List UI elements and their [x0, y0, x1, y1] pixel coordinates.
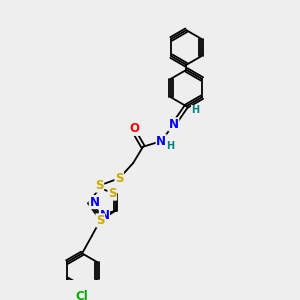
- Text: H: H: [191, 105, 200, 116]
- Text: N: N: [89, 196, 99, 208]
- Text: S: S: [108, 187, 116, 200]
- Text: Cl: Cl: [76, 290, 88, 300]
- Text: N: N: [99, 209, 110, 222]
- Text: N: N: [169, 118, 179, 131]
- Text: S: S: [115, 172, 124, 185]
- Text: H: H: [166, 141, 174, 151]
- Text: S: S: [95, 179, 103, 192]
- Text: N: N: [156, 135, 166, 148]
- Text: S: S: [96, 214, 104, 227]
- Text: O: O: [130, 122, 140, 135]
